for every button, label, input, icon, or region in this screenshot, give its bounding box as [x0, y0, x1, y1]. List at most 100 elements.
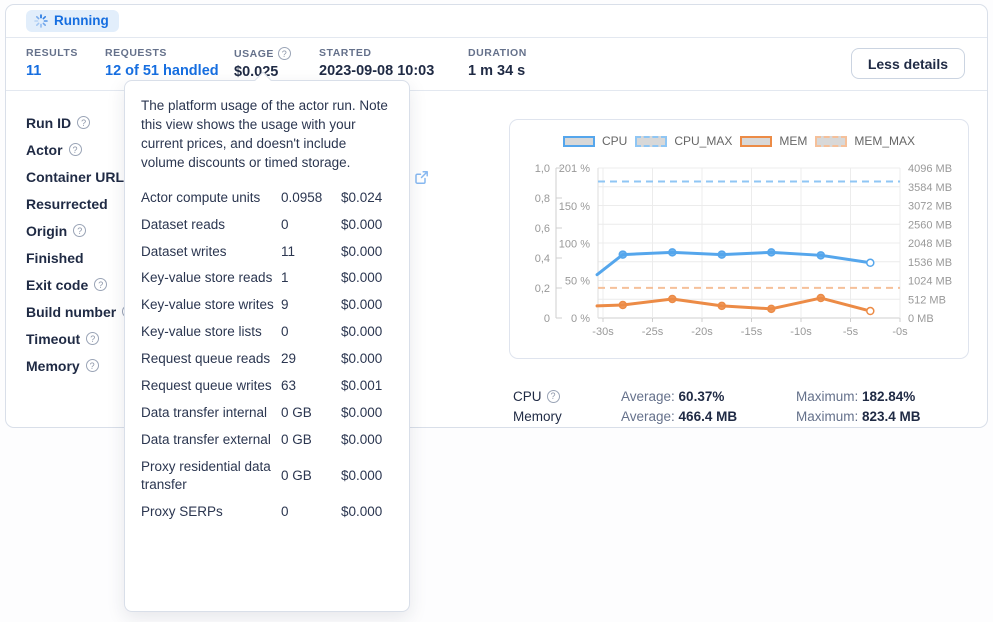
- usage-row-quantity: 0 GB: [281, 432, 312, 448]
- usage-row-price: $0.000: [341, 504, 383, 520]
- maximum-value: 182.84%: [862, 388, 916, 404]
- stat-label-text: USAGE: [234, 47, 274, 60]
- status-badge-label: Running: [54, 13, 109, 28]
- run-field-label: Resurrected: [26, 195, 108, 212]
- resource-stat-maximum: Maximum: 823.4 MB: [796, 409, 921, 424]
- usage-row-quantity: 0: [281, 324, 289, 340]
- stat-duration: DURATION 1 m 34 s: [468, 47, 527, 79]
- help-icon[interactable]: ?: [94, 278, 108, 291]
- resource-stat-average: Average: 60.37%: [621, 389, 796, 404]
- svg-text:3072 MB: 3072 MB: [908, 201, 952, 213]
- resource-stat-label: CPU?: [513, 389, 621, 404]
- svg-text:0 MB: 0 MB: [908, 313, 934, 325]
- usage-row-price: $0.000: [341, 405, 383, 421]
- svg-text:201 %: 201 %: [559, 163, 590, 175]
- help-icon[interactable]: ?: [86, 332, 100, 345]
- svg-text:0,4: 0,4: [535, 253, 550, 265]
- usage-row-label: Dataset writes: [141, 243, 227, 259]
- stat-value[interactable]: 12 of 51 handled: [105, 63, 219, 79]
- legend-item-mem[interactable]: MEM: [740, 134, 807, 148]
- resource-usage-chart-card: -30s -25s -20s -15s -10s -5s -0s 1,0 0,8 0,6 0,4 0,…: [509, 119, 969, 359]
- usage-row-label: Key-value store reads: [141, 270, 273, 286]
- spinner-icon: [34, 13, 48, 28]
- svg-text:-25s: -25s: [642, 326, 664, 338]
- svg-text:50 %: 50 %: [565, 276, 590, 288]
- usage-row-price: $0.000: [341, 216, 383, 232]
- run-field-finished: Finished: [26, 244, 143, 271]
- legend-label: MEM_MAX: [854, 134, 916, 148]
- run-field-memory: Memory?: [26, 352, 143, 379]
- usage-row: Proxy residential data transfer 0 GB $0.00…: [141, 458, 393, 494]
- usage-row-label: Data transfer internal: [141, 405, 268, 421]
- run-field-label: Timeout: [26, 330, 81, 347]
- usage-row: Actor compute units 0.0958 $0.024: [141, 189, 393, 207]
- usage-row-price: $0.000: [341, 297, 383, 313]
- svg-text:100 %: 100 %: [559, 238, 590, 250]
- usage-row-label: Request queue writes: [141, 378, 272, 394]
- legend-item-mem_max[interactable]: MEM_MAX: [815, 134, 915, 148]
- usage-row: Request queue reads 29 $0.000: [141, 350, 393, 368]
- stat-label-text: RESULTS: [26, 47, 78, 59]
- usage-row: Data transfer external 0 GB $0.000: [141, 431, 393, 449]
- resource-stat-name-text: CPU: [513, 388, 542, 404]
- svg-text:0 %: 0 %: [571, 313, 590, 325]
- usage-row-quantity: 1: [281, 270, 289, 286]
- help-icon[interactable]: ?: [85, 359, 99, 372]
- run-field-label: Origin: [26, 222, 68, 239]
- help-icon[interactable]: ?: [546, 389, 560, 403]
- stat-usage: USAGE? $0.025: [234, 47, 291, 80]
- resource-stat-memory: Memory Average: 466.4 MB Maximum: 823.4 MB: [513, 406, 973, 426]
- svg-text:1536 MB: 1536 MB: [908, 257, 952, 269]
- resource-stat-name-text: Memory: [513, 408, 562, 424]
- usage-tooltip: The platform usage of the actor run. Not…: [124, 71, 410, 612]
- usage-row: Key-value store lists 0 $0.000: [141, 323, 393, 341]
- chart-legend: CPU CPU_MAX MEM MEM_MAX: [510, 134, 968, 148]
- stat-value[interactable]: 11: [26, 63, 42, 79]
- usage-row-price: $0.000: [341, 243, 383, 259]
- svg-text:512 MB: 512 MB: [908, 294, 946, 306]
- average-value: 60.37%: [678, 388, 725, 404]
- svg-text:-15s: -15s: [741, 326, 763, 338]
- help-icon[interactable]: ?: [68, 143, 82, 156]
- usage-row-price: $0.001: [341, 378, 383, 394]
- usage-chart: -30s -25s -20s -15s -10s -5s -0s 1,0 0,8 0,6 0,4 0,…: [535, 163, 952, 338]
- usage-row: Dataset reads 0 $0.000: [141, 216, 393, 234]
- run-stats-row: RESULTS 11 REQUESTS 12 of 51 handled USAGE? $…: [6, 38, 987, 91]
- usage-row-quantity: 0.0958: [281, 189, 323, 205]
- stat-requests: REQUESTS 12 of 51 handled: [105, 47, 219, 79]
- help-icon[interactable]: ?: [73, 224, 87, 237]
- svg-text:0,2: 0,2: [535, 283, 550, 295]
- legend-item-cpu[interactable]: CPU: [562, 134, 627, 148]
- stat-label-text: STARTED: [319, 47, 372, 59]
- stat-label: DURATION: [468, 47, 527, 59]
- usage-row-quantity: 9: [281, 297, 289, 313]
- less-details-button[interactable]: Less details: [850, 48, 965, 79]
- usage-row-price: $0.000: [341, 468, 383, 484]
- usage-row-label: Proxy residential data transfer: [141, 459, 271, 493]
- svg-text:1,0: 1,0: [535, 163, 550, 175]
- maximum-label: Maximum:: [796, 388, 863, 404]
- svg-text:-10s: -10s: [790, 326, 812, 338]
- usage-row-price: $0.000: [341, 351, 383, 367]
- svg-text:-0s: -0s: [892, 326, 908, 338]
- help-icon[interactable]: ?: [277, 47, 291, 60]
- usage-row-quantity: 0 GB: [281, 468, 312, 484]
- usage-row-price: $0.000: [341, 324, 383, 340]
- run-field-label: Run ID: [26, 114, 72, 131]
- usage-row-price: $0.000: [341, 270, 383, 286]
- usage-row-label: Proxy SERPs: [141, 504, 223, 520]
- usage-row-label: Data transfer external: [141, 432, 271, 448]
- usage-row: Request queue writes 63 $0.001: [141, 377, 393, 395]
- legend-item-cpu_max[interactable]: CPU_MAX: [635, 134, 732, 148]
- svg-text:150 %: 150 %: [559, 201, 590, 213]
- external-link-icon[interactable]: [414, 170, 429, 185]
- svg-text:1024 MB: 1024 MB: [908, 276, 952, 288]
- help-icon[interactable]: ?: [77, 116, 91, 129]
- usage-row-price: $0.000: [341, 432, 383, 448]
- maximum-label: Maximum:: [796, 408, 863, 424]
- stat-label: USAGE?: [234, 47, 291, 60]
- legend-swatch: [740, 135, 773, 147]
- usage-row: Proxy SERPs 0 $0.000: [141, 503, 393, 521]
- svg-text:4096 MB: 4096 MB: [908, 163, 952, 175]
- average-label: Average:: [621, 388, 679, 404]
